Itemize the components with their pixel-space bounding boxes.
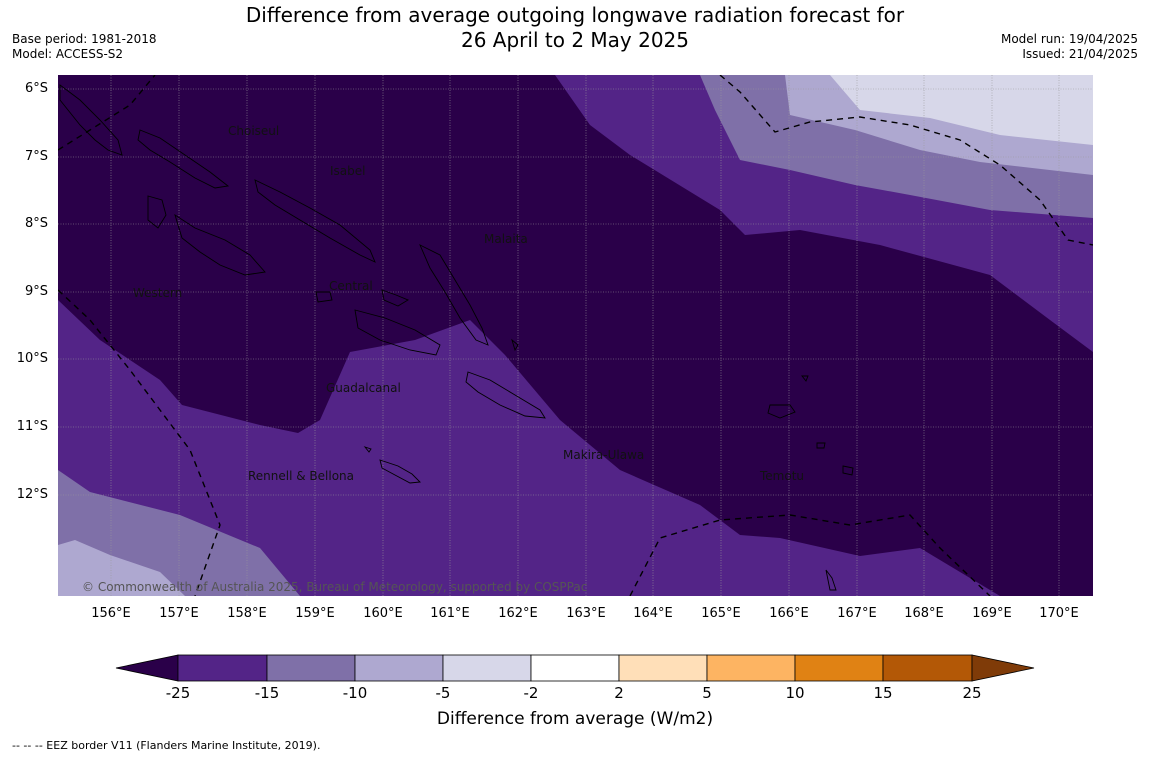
- island-reef: [825, 569, 837, 591]
- island-choiseul: [137, 129, 230, 189]
- lat-label-11s: 11°S: [16, 419, 48, 434]
- region-label-guadalcanal: Guadalcanal: [326, 381, 401, 395]
- lat-label-12s: 12°S: [16, 487, 48, 502]
- colorbar-bin-7: [706, 654, 796, 682]
- lon-label-170e: 170°E: [1039, 606, 1079, 621]
- islands: [59, 84, 854, 591]
- region-label-isabel: Isabel: [330, 164, 366, 178]
- island-malaita: [419, 244, 489, 346]
- island-russell: [381, 289, 409, 307]
- colorbar-bin-5: [530, 654, 620, 682]
- eez-south-west: [58, 289, 221, 596]
- island-vanikoro: [816, 442, 826, 449]
- lat-label-6s: 6°S: [24, 81, 48, 96]
- colorbar-bin-2: [266, 654, 356, 682]
- map-panel: [58, 75, 1093, 596]
- copyright-notice: © Commonwealth of Australia 2025, Bureau…: [82, 580, 588, 594]
- island-isabel: [254, 179, 376, 263]
- island-new-georgia: [174, 213, 266, 276]
- colorbar-tick-minus2: -2: [523, 684, 539, 702]
- lon-label-161e: 161°E: [430, 606, 470, 621]
- colorbar-bin-8: [794, 654, 884, 682]
- island-guadalcanal: [354, 309, 441, 356]
- region-label-rennell-bellona: Rennell & Bellona: [248, 469, 355, 483]
- colorbar-tick-5: 5: [702, 684, 712, 702]
- island-bougainville: [59, 84, 123, 156]
- lon-label-158e: 158°E: [227, 606, 267, 621]
- region-label-choiseul: Choiseul: [228, 124, 280, 138]
- island-utupua: [842, 465, 854, 476]
- island-makira: [465, 371, 546, 419]
- chart-title: Difference from average outgoing longwav…: [0, 3, 1150, 53]
- eez-legend-footnote: -- -- -- EEZ border V11 (Flanders Marine…: [12, 739, 321, 752]
- region-label-central: Central: [329, 279, 373, 293]
- colorbar-extend-high: [971, 654, 1035, 682]
- model-name: Model: ACCESS-S2: [12, 47, 124, 61]
- eez-border: [58, 75, 1093, 596]
- lon-label-163e: 163°E: [566, 606, 606, 621]
- island-florida: [315, 291, 333, 303]
- lat-label-9s: 9°S: [24, 284, 48, 299]
- lon-label-160e: 160°E: [363, 606, 403, 621]
- colorbar-tick-minus25: -25: [165, 684, 191, 702]
- island-rennell: [379, 459, 421, 484]
- meta-right: Model run: 19/04/2025 Issued: 21/04/2025: [1001, 32, 1138, 62]
- colorbar-tick-2: 2: [614, 684, 624, 702]
- island-santa-cruz: [767, 404, 796, 419]
- eez-north-east: [719, 75, 1093, 246]
- colorbar-extend-low: [115, 654, 179, 682]
- sw-band-minus5: [58, 540, 185, 596]
- title-line-2: 26 April to 2 May 2025: [461, 28, 689, 52]
- region-label-makira-ulawa: Makira-Ulawa: [563, 448, 645, 462]
- colorbar-tick-15: 15: [873, 684, 893, 702]
- lon-label-162e: 162°E: [498, 606, 538, 621]
- lon-label-167e: 167°E: [837, 606, 877, 621]
- region-label-malaita: Malaita: [484, 232, 528, 246]
- colorbar-label: Difference from average (W/m2): [436, 709, 714, 729]
- colorbar-bin-1: [177, 654, 268, 682]
- island-vella: [147, 195, 167, 229]
- ne-band-minus2: [830, 75, 1093, 145]
- eez-north-west: [58, 75, 156, 151]
- lon-label-164e: 164°E: [633, 606, 673, 621]
- meta-left: Base period: 1981-2018 Model: ACCESS-S2: [12, 32, 157, 62]
- colorbar-bin-6: [618, 654, 708, 682]
- lon-label-159e: 159°E: [295, 606, 335, 621]
- deep-band-minus25: [58, 75, 1093, 596]
- colorbar: [115, 654, 1035, 682]
- colorbar-bin-9: [882, 654, 973, 682]
- lat-gridlines: [58, 88, 1093, 496]
- model-run: Model run: 19/04/2025: [1000, 32, 1138, 46]
- island-ulawa: [511, 338, 519, 352]
- colorbar-tick-minus5: -5: [435, 684, 451, 702]
- lon-label-168e: 168°E: [904, 606, 944, 621]
- island-bellona: [363, 446, 372, 453]
- colorbar-tick-minus15: -15: [254, 684, 280, 702]
- lon-label-169e: 169°E: [972, 606, 1012, 621]
- colorbar-bin-3: [354, 654, 444, 682]
- lat-label-10s: 10°S: [16, 351, 48, 366]
- base-period: Base period: 1981-2018: [12, 32, 157, 46]
- lat-label-8s: 8°S: [24, 216, 48, 231]
- region-label-temotu: Temotu: [760, 469, 805, 483]
- colorbar-tick-10: 10: [785, 684, 805, 702]
- lon-label-165e: 165°E: [701, 606, 741, 621]
- issued-date: Issued: 21/04/2025: [1022, 47, 1138, 61]
- eez-south-east: [629, 514, 991, 596]
- lon-gridlines: [110, 75, 1060, 596]
- title-line-1: Difference from average outgoing longwav…: [245, 3, 905, 27]
- lon-label-157e: 157°E: [159, 606, 199, 621]
- island-duff: [801, 375, 809, 382]
- colorbar-bin-4: [442, 654, 532, 682]
- lon-label-166e: 166°E: [769, 606, 809, 621]
- colorbar-tick-minus10: -10: [342, 684, 368, 702]
- region-label-western: Western: [133, 286, 183, 300]
- lon-label-156e: 156°E: [91, 606, 131, 621]
- lat-label-7s: 7°S: [24, 149, 48, 164]
- colorbar-tick-25: 25: [962, 684, 982, 702]
